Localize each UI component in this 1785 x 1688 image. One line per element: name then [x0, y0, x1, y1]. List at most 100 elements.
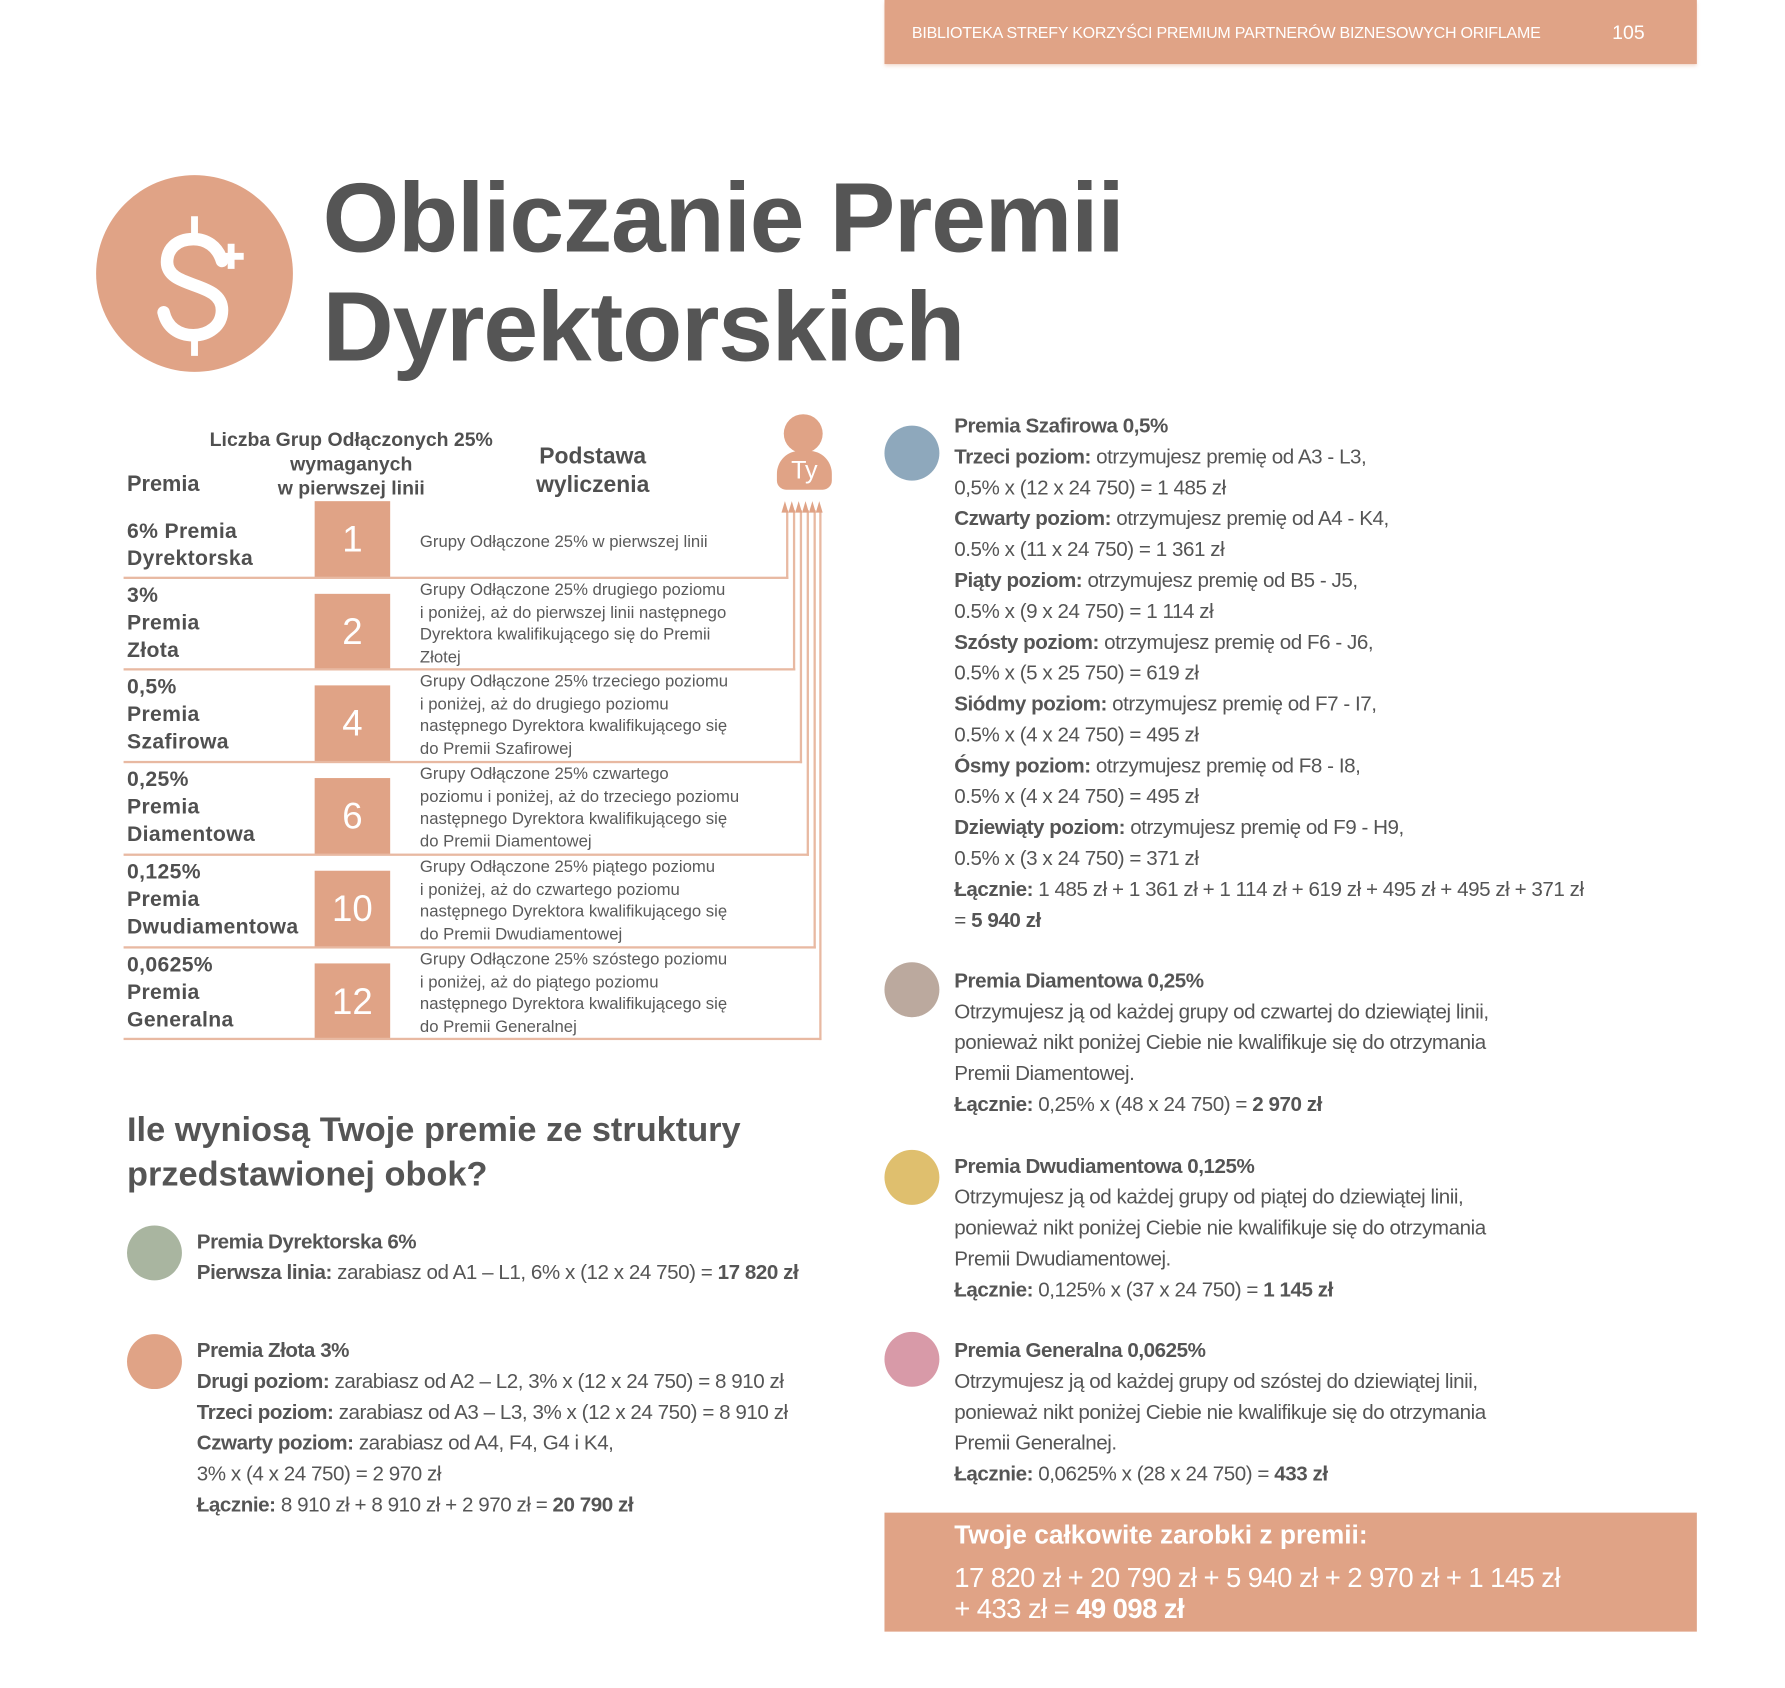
bullet-dot-icon: [127, 1225, 182, 1281]
premia-line: 0,5%: [127, 673, 177, 698]
basis-line: poziomu i poniżej, aż do trzeciego pozio…: [419, 787, 740, 807]
section-line: 0.5% x (9 x 24 750) = 1 114 zł: [954, 600, 1213, 624]
section-line: = 5 940 zł: [954, 908, 1041, 932]
line-text: otrzymujesz premię od F6 - J6,: [1098, 630, 1374, 654]
row-divider: [123, 576, 789, 579]
line-text: =: [954, 908, 972, 932]
basis-description: Grupy Odłączone 25% drugiego poziomu i po…: [420, 580, 726, 669]
dollar-plus-icon: [96, 175, 293, 372]
basis-line: następnego Dyrektora kwalifikującego się: [419, 995, 728, 1014]
line-text: 0,0625% x (28 x 24 750) =: [1033, 1462, 1275, 1486]
basis-line: Złotej: [419, 648, 461, 667]
connector-line: [806, 510, 809, 856]
connector-line: [819, 510, 822, 1041]
section-line: Łącznie: 0,0625% x (28 x 24 750) = 433 z…: [954, 1462, 1328, 1486]
section-title: Premia Złota 3%: [196, 1338, 350, 1362]
line-text: 0.5% x (9 x 24 750) = 1 114 zł: [954, 599, 1214, 623]
section-line: ponieważ nikt poniżej Ciebie nie kwalifi…: [954, 1031, 1486, 1055]
section-line: 0.5% x (5 x 25 750) = 619 zł: [954, 661, 1199, 685]
line-text: 3% x (4 x 24 750) = 2 970 zł: [196, 1462, 442, 1486]
section-title: Premia Generalna 0,0625%: [954, 1338, 1206, 1362]
question-heading: Ile wyniosą Twoje premie ze struktury pr…: [127, 1108, 741, 1197]
total-title: Twoje całkowite zarobki z premii:: [954, 1519, 1368, 1550]
section-line: Trzeci poziom: otrzymujesz premię od A3 …: [954, 445, 1367, 469]
page-number: 105: [1612, 21, 1645, 44]
basis-line: następnego Dyrektora kwalifikującego się: [419, 902, 728, 922]
premia-name: 3% Premia Złota: [127, 581, 200, 663]
premia-line: Premia: [127, 701, 200, 726]
header-line: wymaganych: [290, 453, 413, 475]
section-line: Premii Dwudiamentowej.: [954, 1247, 1171, 1271]
basis-line: do Premii Szafirowej: [419, 739, 573, 759]
premia-line: Dwudiamentowa: [127, 914, 299, 939]
section-line: 0.5% x (3 x 24 750) = 371 zł: [954, 847, 1199, 871]
bullet-dot-icon: [127, 1334, 182, 1390]
line-text: Premii Dwudiamentowej.: [954, 1247, 1171, 1271]
section-line: Otrzymujesz ją od każdej grupy od szóste…: [954, 1370, 1478, 1394]
basis-description: Grupy Odłączone 25% szóstego poziomu i po…: [420, 950, 727, 1039]
basis-line: następnego Dyrektora kwalifikującego się: [419, 717, 728, 736]
connector-line: [813, 510, 816, 949]
section-title: Premia Szafirowa 0,5%: [954, 414, 1168, 438]
line-label: Dziewiąty poziom:: [954, 815, 1125, 839]
premia-line: Premia: [127, 979, 200, 1004]
premia-line: 3%: [127, 582, 159, 607]
premia-name: 6% Premia Dyrektorska: [127, 517, 253, 572]
line-text: 8 910 zł + 8 910 zł + 2 970 zł =: [275, 1493, 553, 1517]
basis-line: Grupy Odłączone 25% w pierwszej linii: [419, 533, 708, 552]
section-line: ponieważ nikt poniżej Ciebie nie kwalifi…: [954, 1216, 1486, 1240]
connector-line: [799, 510, 803, 764]
basis-line: Grupy Odłączone 25% czwartego: [419, 765, 669, 784]
header-line: Liczba Grup Odłączonych 25%: [209, 429, 493, 451]
you-label: Ty: [776, 450, 832, 490]
premia-line: Generalna: [127, 1006, 234, 1031]
line-label: Czwarty poziom:: [954, 506, 1112, 530]
basis-line: Grupy Odłączone 25% trzeciego poziomu: [419, 672, 729, 692]
section-line: Pierwsza linia: zarabiasz od A1 – L1, 6%…: [197, 1261, 799, 1285]
line-text: 1 485 zł + 1 361 zł + 1 114 zł + 619 zł …: [1033, 877, 1584, 901]
page-title-line-2: Dyrektorskich: [322, 272, 966, 383]
group-count-box: 2: [314, 593, 391, 670]
total-sum-text: + 433 zł =: [954, 1593, 1077, 1625]
line-text: otrzymujesz premię od F7 - I7,: [1106, 692, 1377, 716]
group-count-box: 1: [314, 501, 391, 578]
basis-line: Grupy Odłączone 25% piątego poziomu: [419, 858, 716, 877]
premia-line: 0,0625%: [127, 951, 213, 977]
group-count-box: 12: [314, 963, 391, 1039]
line-result: 5 940 zł: [971, 908, 1041, 932]
line-result: 2 970 zł: [1252, 1092, 1322, 1116]
premia-name: 0,5% Premia Szafirowa: [127, 673, 229, 755]
premia-name: 0,0625% Premia Generalna: [127, 951, 234, 1033]
line-label: Czwarty poziom:: [196, 1431, 354, 1455]
header-line: w pierwszej linii: [277, 477, 425, 499]
section-line: Otrzymujesz ją od każdej grupy od czwart…: [954, 1000, 1489, 1024]
bullet-dot-icon: [884, 1149, 940, 1205]
section-line: Siódmy poziom: otrzymujesz premię od F7 …: [954, 692, 1377, 716]
section-line: Łącznie: 8 910 zł + 8 910 zł + 2 970 zł …: [197, 1493, 634, 1517]
group-count-box: 10: [314, 870, 391, 948]
premia-name: 0,25% Premia Diamentowa: [127, 765, 255, 847]
connector-line: [786, 510, 789, 579]
header-line: Podstawa: [539, 443, 647, 470]
person-you-icon: Ty: [776, 414, 832, 490]
basis-line: do Premii Generalnej: [419, 1017, 577, 1037]
line-label: Piąty poziom:: [954, 568, 1083, 592]
group-count-box: 4: [314, 685, 391, 763]
section-line: Łącznie: 0,125% x (37 x 24 750) = 1 145 …: [954, 1278, 1333, 1302]
total-line-1: 17 820 zł + 20 790 zł + 5 940 zł + 2 970…: [954, 1562, 1561, 1594]
line-text: ponieważ nikt poniżej Ciebie nie kwalifi…: [954, 1400, 1486, 1424]
section-line: Premii Diamentowej.: [954, 1061, 1135, 1086]
arrowheads-icon: [781, 501, 823, 513]
bullet-dot-icon: [884, 1331, 940, 1387]
bullet-dot-icon: [884, 962, 940, 1018]
basis-description: Grupy Odłączone 25% trzeciego poziomu i p…: [420, 672, 728, 761]
line-label: Łącznie:: [954, 877, 1034, 901]
question-line: Ile wyniosą Twoje premie ze struktury: [127, 1111, 741, 1149]
line-text: 0.5% x (4 x 24 750) = 495 zł: [954, 784, 1199, 808]
line-text: 0,125% x (37 x 24 750) =: [1033, 1278, 1264, 1301]
line-text: Premii Diamentowej.: [954, 1061, 1135, 1085]
column-header-premia: Premia: [127, 472, 200, 497]
line-result: 20 790 zł: [552, 1493, 634, 1517]
line-label: Szósty poziom:: [954, 630, 1099, 654]
section-line: 3% x (4 x 24 750) = 2 970 zł: [196, 1462, 442, 1486]
